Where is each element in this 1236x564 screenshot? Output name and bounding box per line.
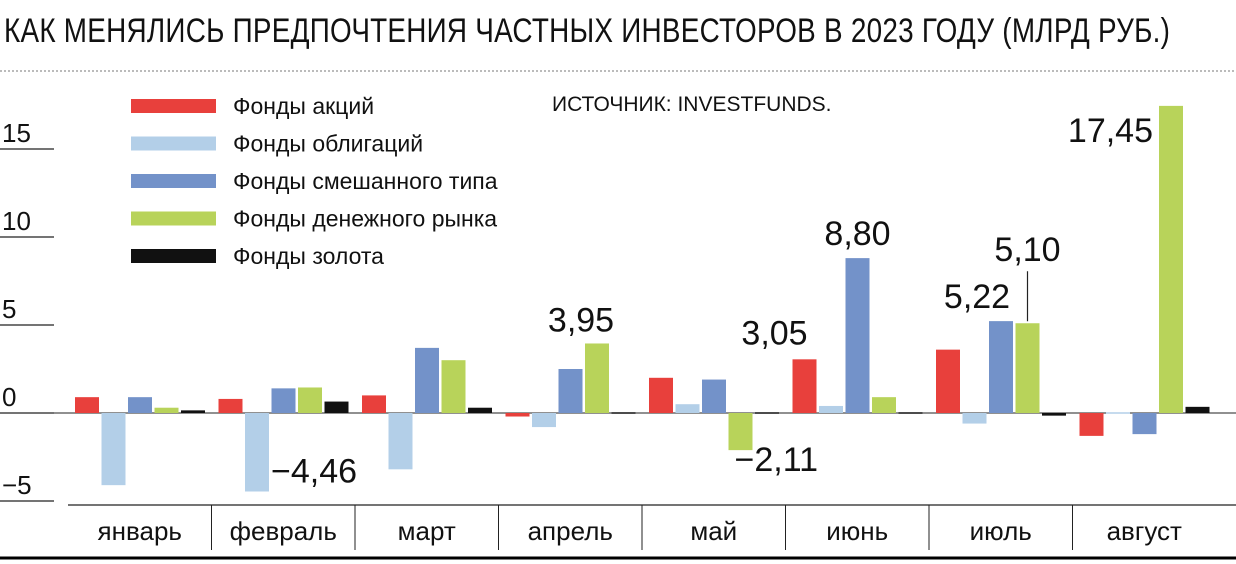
bar — [415, 347, 439, 413]
category-label: февраль — [230, 516, 337, 546]
bar — [101, 413, 126, 486]
bar — [611, 412, 636, 414]
bar — [1132, 413, 1157, 435]
bar — [936, 349, 960, 413]
legend-swatch — [131, 211, 216, 226]
legend-label: Фонды денежного рынка — [233, 206, 497, 232]
y-tick-label: 15 — [2, 118, 31, 148]
y-tick-label: 5 — [2, 294, 16, 324]
legend-swatch — [131, 249, 216, 263]
y-tick-label: −5 — [2, 470, 32, 500]
bar — [585, 343, 609, 413]
bar — [505, 413, 530, 417]
legend-label: Фонды золота — [233, 243, 384, 269]
bar — [702, 379, 726, 413]
bar — [989, 321, 1013, 413]
bar — [298, 387, 322, 413]
category-label: апрель — [528, 516, 613, 546]
category-label: август — [1107, 516, 1182, 546]
value-label: −2,11 — [735, 441, 819, 479]
value-label: −4,46 — [271, 452, 357, 490]
bar — [1079, 413, 1104, 436]
bar — [728, 413, 753, 451]
category-label: июль — [970, 516, 1032, 546]
bar — [532, 413, 556, 428]
bar — [1159, 105, 1183, 413]
bar — [649, 377, 673, 413]
legend-label: Фонды акций — [233, 93, 374, 119]
legend-swatch — [131, 136, 216, 151]
bar — [218, 398, 243, 413]
value-label: 3,05 — [741, 314, 807, 352]
source-note: ИСТОЧНИК: INVESTFUNDS. — [552, 93, 832, 116]
bar — [558, 369, 583, 413]
bar — [675, 404, 700, 413]
legend-swatch — [131, 174, 216, 188]
bar — [1106, 412, 1130, 414]
category-label: январь — [98, 516, 182, 546]
y-tick-label: 10 — [2, 206, 31, 236]
category-label: июнь — [826, 516, 888, 546]
bar — [898, 412, 923, 414]
legend-swatch — [131, 99, 216, 113]
bar — [1015, 323, 1040, 413]
bar — [755, 412, 779, 414]
y-tick-label: 0 — [2, 382, 16, 412]
bar — [388, 413, 413, 470]
category-label: май — [690, 516, 737, 546]
bar — [271, 388, 296, 413]
bar — [245, 413, 269, 492]
bar — [75, 397, 99, 413]
value-label: 8,80 — [824, 215, 890, 253]
bar — [845, 258, 870, 413]
bar — [128, 397, 152, 413]
bar — [362, 395, 386, 413]
category-label: март — [398, 516, 456, 546]
bar — [324, 401, 349, 413]
bar — [468, 407, 492, 413]
bar — [181, 410, 205, 413]
bar — [1185, 406, 1210, 413]
value-label: 17,45 — [1068, 112, 1153, 150]
bar — [154, 407, 179, 413]
value-label: 5,22 — [944, 278, 1010, 316]
bar — [792, 359, 817, 413]
legend-label: Фонды смешанного типа — [233, 168, 498, 194]
bar — [441, 360, 466, 413]
chart-title: КАК МЕНЯЛИСЬ ПРЕДПОЧТЕНИЯ ЧАСТНЫХ ИНВЕСТ… — [4, 12, 1171, 50]
bar — [872, 397, 896, 413]
bar — [819, 405, 843, 413]
value-label: 3,95 — [548, 301, 614, 339]
bar — [1042, 413, 1066, 416]
legend-label: Фонды облигаций — [233, 131, 423, 157]
value-label: 5,10 — [994, 231, 1060, 269]
bar — [962, 413, 987, 424]
